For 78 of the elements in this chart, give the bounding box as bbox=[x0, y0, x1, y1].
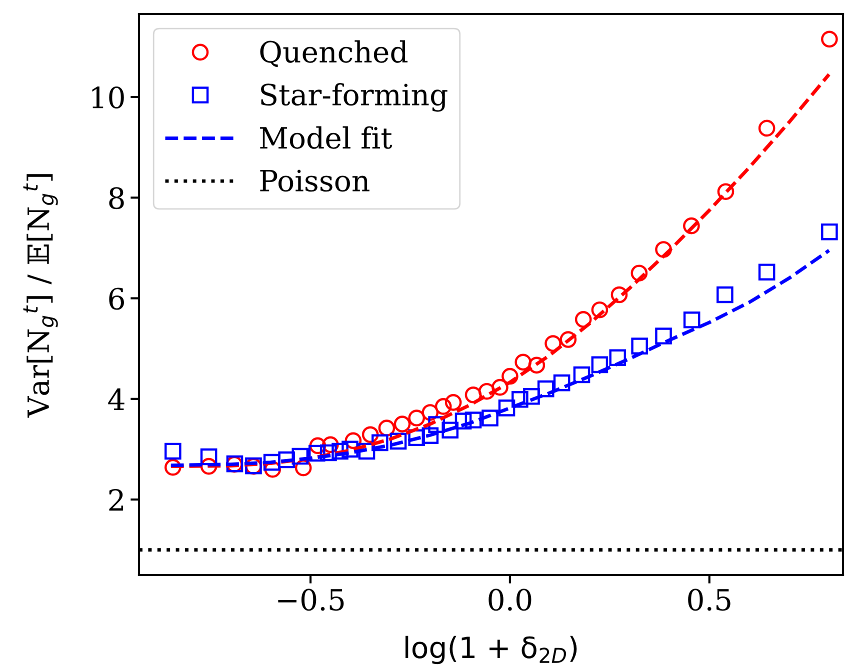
point bbox=[492, 378, 508, 396]
point bbox=[574, 311, 592, 328]
point bbox=[610, 286, 628, 304]
point bbox=[394, 416, 411, 432]
point bbox=[537, 380, 554, 398]
y-tick-label: 4 bbox=[108, 388, 124, 410]
point bbox=[264, 460, 282, 478]
point bbox=[553, 374, 570, 392]
point bbox=[200, 448, 218, 466]
point bbox=[309, 437, 326, 454]
point bbox=[390, 432, 407, 450]
x-axis-title: log(1 + δ$_{2D}$) bbox=[406, 636, 577, 664]
point bbox=[821, 223, 838, 240]
point bbox=[655, 241, 672, 258]
x-tick-label: 0.0 bbox=[488, 588, 532, 611]
y-axis-title: Var[N$_{g}$$^{t}$] / 𝔼[N$_{g}$$^{t}$] bbox=[23, 174, 58, 418]
point bbox=[683, 312, 700, 328]
y-tick-label: 10 bbox=[92, 86, 124, 109]
point bbox=[322, 436, 339, 454]
point bbox=[378, 420, 396, 436]
point bbox=[523, 388, 540, 405]
point bbox=[498, 400, 516, 416]
point bbox=[591, 356, 608, 374]
point bbox=[408, 429, 426, 446]
legend-label: Poisson bbox=[260, 170, 370, 192]
legend-label: Star-forming bbox=[261, 83, 448, 112]
point bbox=[560, 331, 577, 348]
point bbox=[655, 328, 672, 344]
point bbox=[362, 426, 379, 444]
point bbox=[464, 412, 482, 428]
point bbox=[630, 264, 648, 282]
point bbox=[332, 442, 348, 460]
point bbox=[442, 422, 459, 438]
point bbox=[422, 427, 439, 444]
point bbox=[544, 335, 562, 352]
point bbox=[372, 434, 388, 452]
x-tick-label: 0.5 bbox=[688, 588, 730, 611]
point bbox=[263, 454, 280, 471]
point bbox=[758, 120, 776, 137]
point bbox=[342, 440, 358, 458]
point bbox=[609, 349, 626, 366]
point bbox=[631, 338, 648, 354]
point bbox=[683, 217, 700, 234]
point bbox=[528, 356, 546, 374]
point bbox=[514, 354, 532, 371]
point bbox=[821, 30, 838, 48]
point bbox=[200, 458, 218, 475]
y-tick-label: 8 bbox=[109, 187, 124, 210]
point bbox=[292, 448, 309, 465]
point bbox=[716, 286, 734, 304]
point bbox=[758, 264, 776, 281]
x-tick-label: −0.5 bbox=[278, 588, 344, 611]
point bbox=[444, 394, 462, 411]
legend-label: Quenched bbox=[260, 40, 408, 68]
point bbox=[358, 442, 376, 460]
point bbox=[294, 459, 312, 476]
point bbox=[573, 366, 590, 384]
point bbox=[408, 410, 426, 426]
point bbox=[278, 451, 295, 468]
point bbox=[512, 391, 528, 408]
point bbox=[591, 301, 608, 318]
point bbox=[164, 442, 182, 460]
point bbox=[434, 398, 452, 415]
point bbox=[428, 416, 445, 433]
point bbox=[308, 444, 326, 462]
point bbox=[344, 432, 362, 450]
point bbox=[717, 183, 734, 200]
point bbox=[320, 444, 337, 462]
point bbox=[164, 458, 182, 476]
point bbox=[464, 386, 482, 404]
point bbox=[478, 382, 496, 400]
y-tick-label: 2 bbox=[109, 488, 123, 511]
y-tick-label: 6 bbox=[109, 288, 124, 310]
point bbox=[482, 410, 498, 426]
point bbox=[422, 404, 439, 421]
legend-label: Model fit bbox=[260, 126, 392, 149]
point bbox=[454, 412, 472, 430]
point bbox=[502, 368, 518, 385]
